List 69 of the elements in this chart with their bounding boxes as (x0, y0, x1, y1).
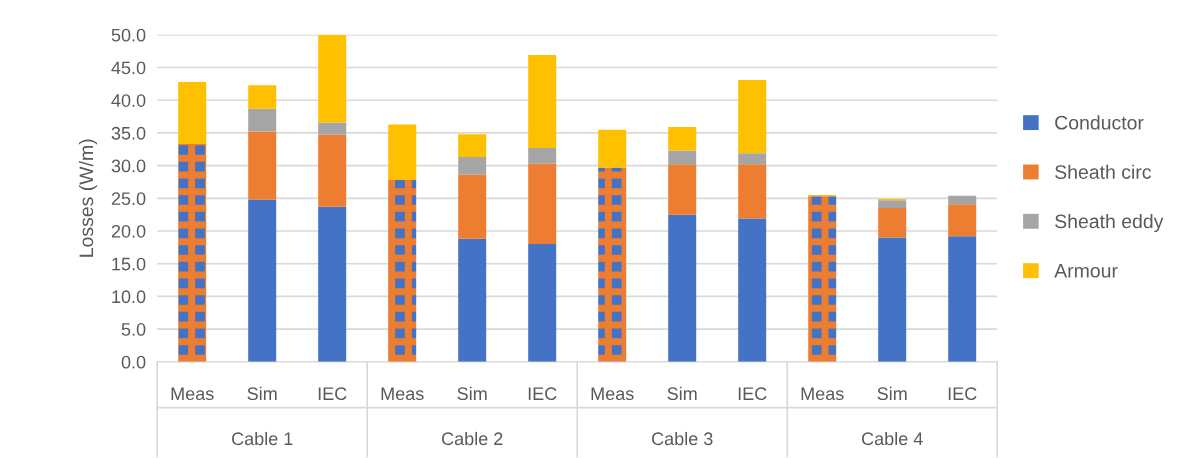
y-tick-label: 45.0 (111, 61, 146, 75)
legend-label: Sheath eddy (1055, 213, 1164, 233)
text: Cable 3 (652, 431, 713, 446)
bar (528, 163, 557, 245)
y-tick-label: 50.0 (111, 28, 146, 42)
x-tick-label: Sim (247, 386, 277, 401)
x-tick-label: Meas (171, 387, 214, 401)
bar (248, 199, 277, 362)
y-tick-label: 40.0 (111, 94, 146, 107)
bar (318, 206, 347, 362)
x-tick-label: Meas (801, 387, 844, 401)
bar (808, 196, 837, 362)
legend-label: Conductor (1055, 115, 1144, 130)
bar (738, 164, 767, 219)
bar (878, 237, 907, 362)
y-axis-title: Losses (W/m) (78, 139, 98, 257)
bar (458, 134, 487, 158)
x-tick-label: IEC (318, 387, 347, 401)
bar (388, 124, 417, 180)
x-tick-label: Sim (457, 386, 487, 401)
y-tick-label: 0.0 (121, 355, 146, 369)
x-tick-label: IEC (738, 387, 767, 401)
bar (878, 208, 907, 238)
x-tick-label: Sim (667, 386, 697, 401)
y-tick-label: 5.0 (121, 323, 146, 336)
legend-label: Armour (1054, 264, 1118, 278)
x-tick-label: Sim (877, 386, 907, 401)
bar (178, 144, 207, 362)
bar (178, 81, 207, 145)
bar (318, 34, 347, 123)
bar (668, 214, 697, 362)
bar (528, 147, 557, 164)
bar (598, 167, 627, 362)
bar (948, 236, 977, 362)
bar (948, 204, 977, 237)
bar (668, 127, 697, 151)
bar (458, 157, 487, 175)
y-tick-label: 15.0 (112, 257, 146, 271)
text: Cable 1 (232, 431, 293, 446)
bar (948, 195, 977, 205)
bar (738, 79, 767, 154)
x-tick-label: IEC (528, 387, 557, 401)
y-tick-label: 35.0 (111, 126, 146, 140)
y-tick-label: 30.0 (111, 159, 146, 173)
bar (318, 134, 347, 207)
bar (668, 164, 697, 215)
y-tick-label: 10.0 (112, 290, 146, 304)
text: Cable 2 (442, 431, 503, 446)
x-tick-label: Meas (591, 387, 634, 401)
bar (318, 122, 347, 135)
bar (528, 244, 557, 362)
x-tick-label: IEC (948, 387, 977, 401)
bar (248, 131, 277, 200)
bar (878, 200, 907, 209)
bar (388, 180, 417, 362)
legend-label: Sheath circ (1055, 164, 1151, 179)
x-tick-label: Meas (381, 387, 424, 401)
bar (248, 85, 277, 109)
bar (668, 150, 697, 165)
bar (738, 218, 767, 362)
bar (458, 238, 487, 362)
bar (528, 55, 557, 148)
y-tick-label: 25.0 (111, 192, 146, 206)
bar (248, 108, 277, 132)
y-tick-label: 20.0 (111, 224, 146, 238)
bar (458, 174, 487, 239)
bar (738, 153, 767, 165)
bar (598, 129, 627, 168)
text: Cable 4 (862, 431, 923, 446)
